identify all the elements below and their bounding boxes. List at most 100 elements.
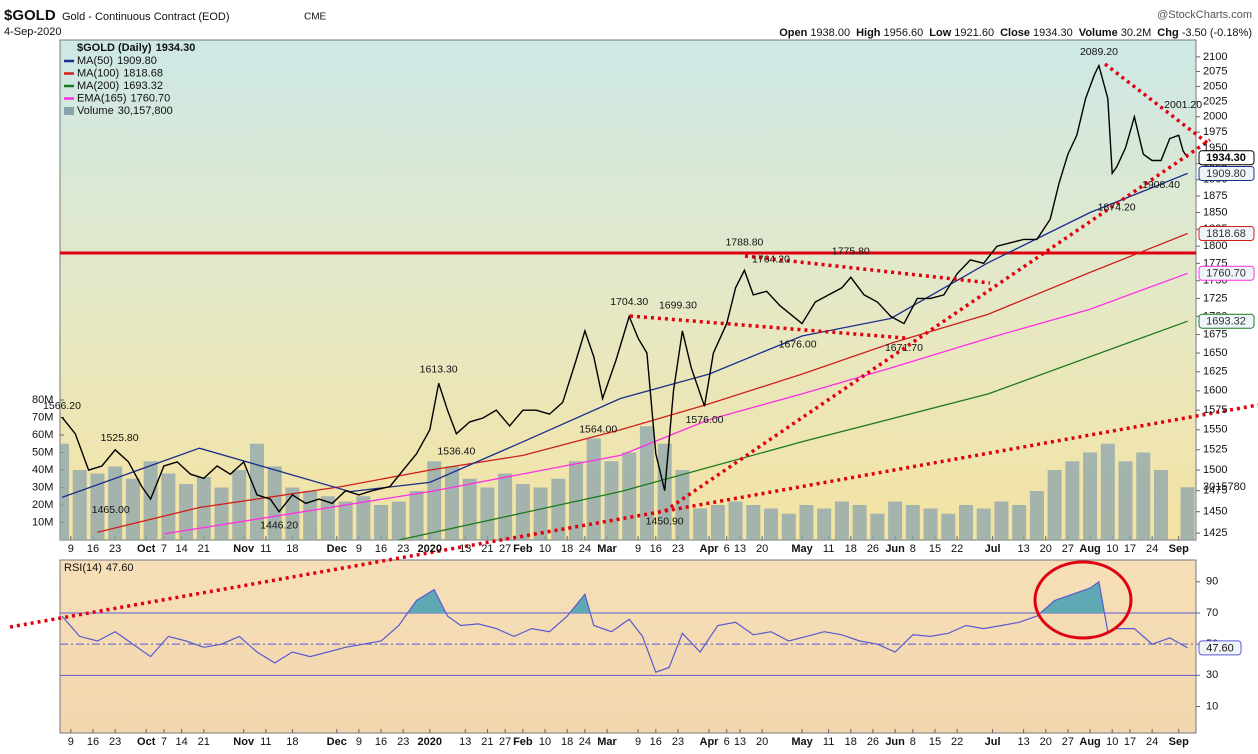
volume-bar bbox=[391, 501, 406, 540]
price-annotation: 1450.90 bbox=[646, 516, 684, 528]
volume-bar bbox=[959, 505, 973, 540]
price-annotation: 1613.30 bbox=[420, 363, 458, 375]
price-annotation: 1699.30 bbox=[659, 300, 697, 312]
y-tick-label: 2000 bbox=[1203, 111, 1227, 123]
x-tick-label: 13 bbox=[459, 543, 471, 555]
legend-value: 1760.70 bbox=[131, 92, 171, 104]
volume-bar bbox=[1047, 470, 1062, 540]
volume-tick-label: 80M bbox=[32, 394, 53, 406]
price-annotation: 1671.70 bbox=[885, 342, 923, 354]
price-annotation: 2089.20 bbox=[1080, 46, 1118, 58]
y-tick-label: 1800 bbox=[1203, 240, 1227, 252]
legend-name: $GOLD (Daily) bbox=[77, 42, 152, 54]
x-tick-label: Oct bbox=[137, 543, 156, 555]
y-tick-label: 1425 bbox=[1203, 527, 1227, 539]
x-tick-label: 23 bbox=[109, 736, 121, 748]
price-annotation: 1576.00 bbox=[686, 414, 724, 426]
x-tick-label: 10 bbox=[1106, 543, 1118, 555]
x-tick-label: 20 bbox=[1040, 736, 1052, 748]
x-tick-label: 20 bbox=[756, 543, 768, 555]
price-annotation: 1908.40 bbox=[1142, 179, 1180, 191]
quote-value: 1938.00 bbox=[810, 27, 850, 39]
volume-bar bbox=[249, 443, 264, 540]
x-tick-label: 9 bbox=[635, 543, 641, 555]
x-tick-label: 18 bbox=[561, 543, 573, 555]
price-annotation: 1536.40 bbox=[437, 445, 475, 457]
chart-title: Gold - Continuous Contract (EOD) bbox=[62, 11, 230, 23]
x-tick-label: 13 bbox=[1017, 736, 1029, 748]
value-box bbox=[1198, 640, 1242, 656]
volume-bar bbox=[870, 513, 885, 540]
x-tick-label: 16 bbox=[87, 543, 99, 555]
x-tick-label: 9 bbox=[356, 736, 362, 748]
legend-entry: MA(200) 1693.32 bbox=[77, 80, 163, 92]
y-tick-label: 1850 bbox=[1203, 206, 1227, 218]
volume-bar bbox=[852, 505, 867, 540]
trend-line bbox=[664, 138, 1211, 513]
x-tick-label: 22 bbox=[951, 543, 963, 555]
quote-label: Volume bbox=[1079, 27, 1118, 39]
x-tick-label: 2020 bbox=[418, 543, 442, 555]
quote-label: Close bbox=[1000, 27, 1030, 39]
volume-tick-label: 50M bbox=[32, 446, 53, 458]
x-tick-label: Jul bbox=[985, 543, 1001, 555]
volume-bar bbox=[586, 438, 601, 540]
x-tick-label: Jun bbox=[885, 543, 905, 555]
y-tick-label: 2025 bbox=[1203, 95, 1227, 107]
x-tick-label: Dec bbox=[327, 543, 347, 555]
x-tick-label: 24 bbox=[1146, 543, 1158, 555]
y-tick-label: 1575 bbox=[1203, 404, 1227, 416]
y-tick-label: 1675 bbox=[1203, 328, 1227, 340]
price-annotation: 1788.80 bbox=[725, 237, 763, 249]
volume-bar bbox=[90, 473, 105, 540]
source: @StockCharts.com bbox=[1157, 9, 1252, 21]
volume-bar bbox=[232, 470, 247, 540]
volume-end-label: 3015780 bbox=[1203, 481, 1246, 493]
price-annotation: 1764.20 bbox=[752, 254, 790, 266]
rsi-panel bbox=[59, 559, 1197, 734]
volume-bar bbox=[338, 501, 353, 540]
y-tick-label: 2050 bbox=[1203, 80, 1227, 92]
x-tick-label: 6 bbox=[724, 736, 730, 748]
volume-bar bbox=[604, 461, 619, 540]
volume-bar bbox=[1012, 505, 1027, 540]
volume-tick-label: 10M bbox=[32, 516, 53, 528]
price-line bbox=[61, 63, 1189, 513]
x-tick-label: Nov bbox=[233, 736, 255, 748]
x-tick-label: 16 bbox=[650, 543, 662, 555]
quote-label: Chg bbox=[1157, 27, 1178, 39]
volume-bar bbox=[267, 466, 282, 540]
price-annotation: 1564.00 bbox=[579, 424, 617, 436]
volume-bar bbox=[834, 501, 849, 540]
quote-value: -3.50 (-0.18%) bbox=[1182, 27, 1252, 39]
volume-tick-label: 70M bbox=[32, 411, 53, 423]
value-box-label: 1760.70 bbox=[1206, 268, 1246, 280]
x-tick-label: 18 bbox=[286, 543, 298, 555]
legend-entry: $GOLD (Daily) 1934.30 bbox=[77, 42, 195, 54]
x-tick-label: May bbox=[791, 736, 813, 748]
volume-tick-label: 60M bbox=[32, 429, 53, 441]
x-tick-label: 21 bbox=[198, 736, 210, 748]
legend-name: Volume bbox=[77, 105, 114, 117]
y-tick-label: 1625 bbox=[1203, 366, 1227, 378]
quote-label: Open bbox=[779, 27, 807, 39]
x-tick-label: Sep bbox=[1169, 543, 1189, 555]
volume-tick-label: 30M bbox=[32, 481, 53, 493]
x-tick-label: 23 bbox=[109, 543, 121, 555]
rsi-overbought-fill bbox=[407, 581, 1105, 613]
x-tick-label: 20 bbox=[1040, 543, 1052, 555]
volume-bar bbox=[356, 496, 371, 540]
volume-bar bbox=[533, 487, 548, 540]
legend-value: 1818.68 bbox=[123, 67, 163, 79]
value-box bbox=[1198, 165, 1255, 181]
chart-layer bbox=[60, 56, 1200, 733]
x-tick-label: 13 bbox=[734, 736, 746, 748]
y-tick-label: 1550 bbox=[1203, 424, 1227, 436]
legend-entry: MA(100) 1818.68 bbox=[77, 67, 163, 79]
volume-bar bbox=[72, 470, 87, 540]
volume-bar bbox=[905, 505, 920, 540]
moving-average bbox=[61, 172, 1188, 499]
x-tick-label: 27 bbox=[1062, 736, 1074, 748]
x-tick-label: 14 bbox=[176, 543, 188, 555]
